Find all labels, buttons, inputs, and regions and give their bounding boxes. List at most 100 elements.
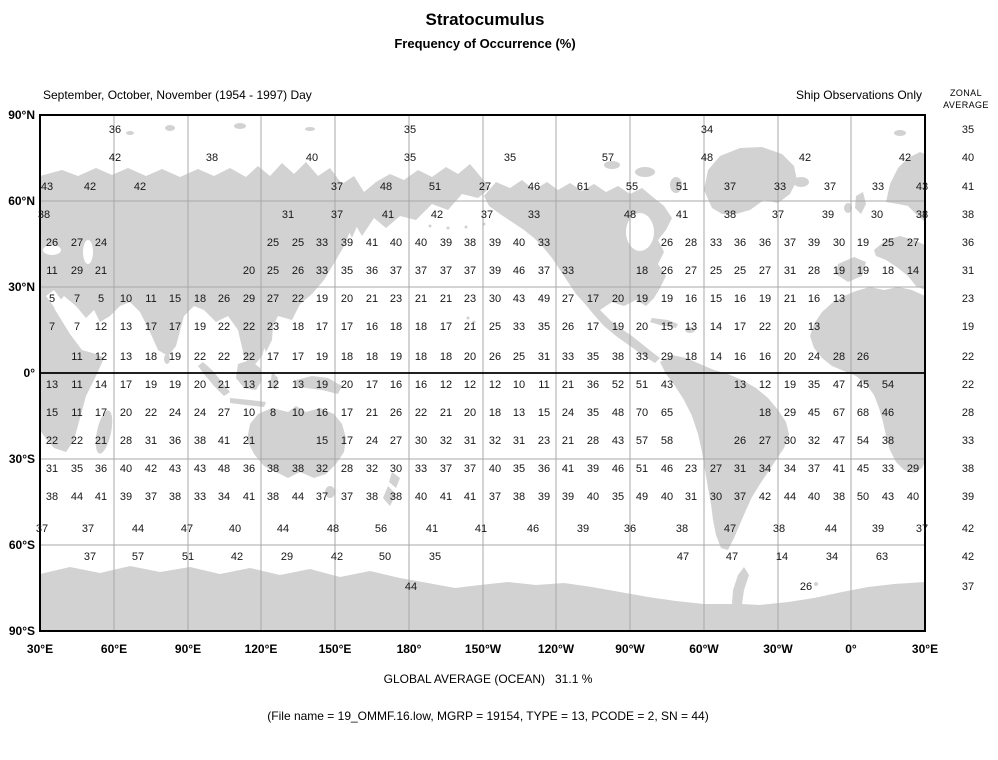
grid-value: 37 — [439, 463, 453, 475]
grid-value: 38 — [611, 351, 625, 363]
zonal-average-value: 33 — [961, 435, 975, 447]
grid-value: 37 — [807, 463, 821, 475]
grid-value: 21 — [365, 407, 379, 419]
grid-value: 10 — [242, 407, 256, 419]
grid-value: 49 — [635, 491, 649, 503]
grid-value: 25 — [512, 351, 526, 363]
grid-value: 43 — [193, 463, 207, 475]
grid-value: 11 — [145, 293, 157, 305]
grid-value: 20 — [242, 265, 256, 277]
zonal-average-value: 35 — [961, 124, 975, 136]
grid-value: 27 — [266, 293, 280, 305]
grid-value: 26 — [488, 351, 502, 363]
grid-value: 7 — [73, 293, 81, 305]
grid-value: 37 — [823, 181, 837, 193]
grid-value: 20 — [783, 321, 797, 333]
grid-value: 14 — [709, 351, 723, 363]
grid-value: 30 — [414, 435, 428, 447]
grid-value: 51 — [181, 551, 195, 563]
grid-value: 10 — [291, 407, 305, 419]
grid-value: 37 — [480, 209, 494, 221]
grid-value: 28 — [586, 435, 600, 447]
grid-value: 18 — [758, 407, 772, 419]
grid-value: 32 — [807, 435, 821, 447]
grid-value: 13 — [807, 321, 821, 333]
grid-value: 37 — [389, 265, 403, 277]
grid-value: 33 — [537, 237, 551, 249]
grid-value: 13 — [832, 293, 846, 305]
grid-value: 25 — [733, 265, 747, 277]
grid-value: 46 — [527, 181, 541, 193]
grid-value: 33 — [709, 237, 723, 249]
grid-value: 23 — [266, 321, 280, 333]
zonal-average-value: 28 — [961, 407, 975, 419]
grid-value: 13 — [733, 379, 747, 391]
grid-value: 12 — [463, 379, 477, 391]
zonal-average-value: 23 — [961, 293, 975, 305]
grid-value: 12 — [488, 379, 502, 391]
grid-value: 21 — [561, 379, 575, 391]
grid-value: 41 — [425, 523, 439, 535]
grid-value: 41 — [381, 209, 395, 221]
grid-value: 21 — [414, 293, 428, 305]
grid-value: 31 — [45, 463, 59, 475]
grid-value: 37 — [463, 265, 477, 277]
grid-value: 24 — [807, 351, 821, 363]
grid-value: 17 — [439, 321, 453, 333]
grid-value: 21 — [242, 435, 256, 447]
grid-value: 40 — [305, 152, 319, 164]
grid-value: 39 — [576, 523, 590, 535]
lon-label: 30°W — [763, 642, 793, 656]
grid-value: 36 — [168, 435, 182, 447]
grid-value: 17 — [168, 321, 182, 333]
grid-value: 7 — [48, 321, 56, 333]
grid-value: 20 — [193, 379, 207, 391]
grid-value: 25 — [266, 237, 280, 249]
grid-value: 33 — [773, 181, 787, 193]
grid-value: 43 — [40, 181, 54, 193]
file-info-label: (File name = 19_OMMF.16.low, MGRP = 1915… — [267, 709, 709, 723]
grid-value: 15 — [315, 435, 329, 447]
grid-value: 27 — [906, 237, 920, 249]
zonal-average-value: 22 — [961, 379, 975, 391]
grid-value: 48 — [326, 523, 340, 535]
zonal-average-header: ZONAL AVERAGE — [943, 87, 989, 111]
grid-value: 41 — [474, 523, 488, 535]
grid-value: 29 — [280, 551, 294, 563]
grid-value: 22 — [758, 321, 772, 333]
grid-value: 47 — [723, 523, 737, 535]
grid-value: 33 — [635, 351, 649, 363]
grid-value: 27 — [217, 407, 231, 419]
grid-value: 31 — [144, 435, 158, 447]
grid-value: 22 — [144, 407, 158, 419]
grid-value: 42 — [430, 209, 444, 221]
grid-value: 38 — [266, 463, 280, 475]
grid-value: 33 — [315, 265, 329, 277]
zonal-average-value: 19 — [961, 321, 975, 333]
grid-value: 14 — [709, 321, 723, 333]
grid-value: 16 — [684, 293, 698, 305]
grid-value: 38 — [881, 435, 895, 447]
grid-value: 27 — [684, 265, 698, 277]
grid-value: 45 — [856, 379, 870, 391]
grid-value: 48 — [623, 209, 637, 221]
grid-value: 25 — [291, 237, 305, 249]
grid-value: 38 — [365, 491, 379, 503]
grid-value: 36 — [586, 379, 600, 391]
grid-value: 30 — [783, 435, 797, 447]
grid-value: 31 — [783, 265, 797, 277]
grid-value: 35 — [403, 124, 417, 136]
grid-value: 36 — [242, 463, 256, 475]
grid-value: 18 — [414, 351, 428, 363]
grid-value: 20 — [119, 407, 133, 419]
grid-value: 51 — [428, 181, 442, 193]
grid-value: 40 — [488, 463, 502, 475]
grid-value: 22 — [217, 351, 231, 363]
grid-value: 22 — [242, 351, 256, 363]
grid-value: 42 — [758, 491, 772, 503]
grid-value: 38 — [772, 523, 786, 535]
